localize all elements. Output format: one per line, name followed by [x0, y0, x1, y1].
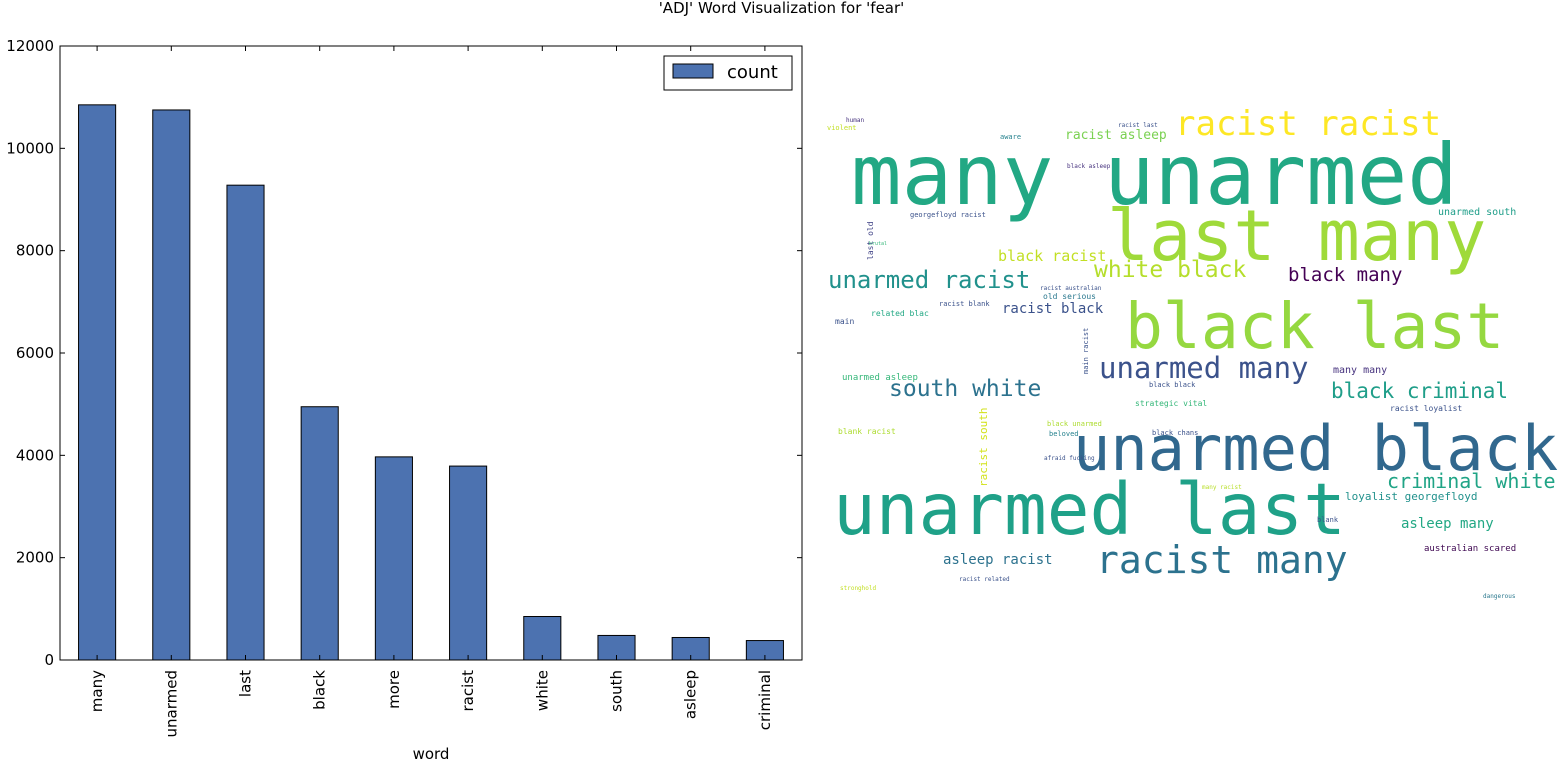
word-cloud-word: black asleep: [1067, 163, 1111, 170]
word-cloud-word: related blac: [871, 309, 929, 318]
y-tick-label: 0: [44, 651, 54, 669]
word-cloud-word: many racist: [1202, 484, 1242, 491]
word-cloud-word: black chans: [1152, 429, 1198, 437]
x-axis-label: word: [413, 745, 450, 762]
bar-racist: [449, 465, 488, 661]
bar-black: [300, 406, 339, 661]
word-cloud-word: many unarmed: [851, 126, 1458, 224]
word-cloud-word: south white: [889, 376, 1041, 402]
bar-chart: 0 2000 4000 6000 8000 10000 12000 many unarmed l…: [6, 37, 803, 762]
word-cloud-word: black unarmed: [1047, 420, 1102, 428]
x-tick-label: more: [385, 670, 403, 709]
word-cloud-word: brutal: [869, 241, 887, 247]
word-cloud-word: blank: [1317, 516, 1339, 524]
word-cloud-word: racist blank: [939, 300, 990, 308]
word-cloud-word: loyalist georgefloyd: [1345, 490, 1477, 503]
bar-more: [374, 456, 413, 661]
word-cloud-word: last old: [866, 221, 875, 260]
word-cloud-word: black last: [1125, 290, 1504, 363]
word-cloud-word: violent: [827, 124, 857, 132]
word-cloud-word: white black: [1094, 257, 1246, 283]
bars-group: [78, 104, 784, 661]
word-cloud-word: racist many: [1096, 538, 1348, 582]
y-tick-label: 8000: [16, 242, 54, 260]
bar-last: [226, 184, 265, 661]
word-cloud-word: afraid fucking: [1044, 455, 1095, 462]
x-tick-label: white: [533, 670, 551, 711]
word-cloud-word: australian scared: [1424, 544, 1516, 554]
bar-south: [597, 634, 636, 661]
bar-many: [78, 104, 117, 661]
word-cloud-word: unarmed last: [833, 468, 1346, 551]
word-cloud-word: aware: [1000, 133, 1021, 141]
x-tick-label: last: [237, 670, 255, 697]
word-cloud-word: racist australian: [1040, 285, 1102, 292]
y-tick-label: 4000: [16, 446, 54, 464]
x-tick-label: black: [311, 670, 329, 710]
figure-title: 'ADJ' Word Visualization for 'fear': [658, 0, 905, 17]
word-cloud-word: black black: [1149, 381, 1196, 389]
word-cloud-word: unarmed racist: [828, 266, 1030, 294]
word-cloud-word: racist loyalist: [1390, 404, 1462, 413]
word-cloud-word: main racist: [1082, 328, 1090, 374]
word-cloud-word: racist related: [959, 576, 1010, 583]
word-cloud-word: racist last: [1118, 122, 1158, 129]
y-tick-label: 10000: [6, 139, 54, 157]
y-tick-label: 12000: [6, 37, 54, 55]
word-cloud-word: last many: [1107, 195, 1486, 277]
word-cloud-word: stronghold: [840, 585, 877, 592]
word-cloud-word: black many: [1288, 264, 1402, 286]
word-cloud-word: strategic vital: [1135, 399, 1207, 408]
y-tick-label: 2000: [16, 549, 54, 567]
word-cloud-word: unarmed many: [1099, 351, 1309, 385]
word-cloud-word: black criminal: [1331, 379, 1508, 403]
legend-label: count: [727, 62, 778, 83]
word-cloud-word: racist south: [977, 408, 990, 487]
word-cloud-word: many many: [1333, 365, 1387, 376]
word-cloud-word: beloved: [1049, 430, 1079, 438]
x-tick-label: criminal: [756, 670, 774, 730]
word-cloud-word: georgefloyd racist: [910, 211, 986, 219]
word-cloud-word: racist black: [1002, 301, 1104, 317]
legend: count: [663, 55, 793, 91]
word-cloud-word: human: [846, 117, 864, 124]
word-cloud-word: unarmed black: [1073, 412, 1558, 485]
legend-swatch: [672, 63, 714, 79]
bar-white: [523, 616, 562, 661]
word-cloud-word: old serious: [1043, 292, 1096, 301]
plot-frame: [59, 45, 803, 661]
word-cloud-word: racist racist: [1175, 104, 1441, 144]
x-axis: many unarmed last black more racist white south…: [88, 46, 774, 737]
x-tick-label: unarmed: [162, 670, 180, 737]
x-tick-label: asleep: [682, 670, 700, 719]
word-cloud-word: criminal white: [1387, 469, 1556, 493]
word-cloud-word: black racist: [998, 247, 1106, 265]
word-cloud-word: main: [835, 317, 854, 326]
word-cloud-word: asleep racist: [943, 552, 1053, 568]
word-cloud-word: blank racist: [838, 427, 896, 436]
word-cloud-word: dangerous: [1483, 593, 1516, 600]
y-axis: 0 2000 4000 6000 8000 10000 12000: [6, 37, 802, 669]
x-tick-label: south: [608, 670, 626, 712]
word-cloud-word: unarmed south: [1438, 207, 1516, 218]
bar-unarmed: [152, 109, 191, 661]
word-cloud-word: asleep many: [1401, 516, 1494, 532]
word-cloud-word: unarmed asleep: [842, 373, 918, 383]
x-tick-label: racist: [459, 670, 477, 712]
y-tick-label: 6000: [16, 344, 54, 362]
x-tick-label: many: [88, 670, 106, 712]
word-cloud-word: racist asleep: [1065, 128, 1167, 143]
